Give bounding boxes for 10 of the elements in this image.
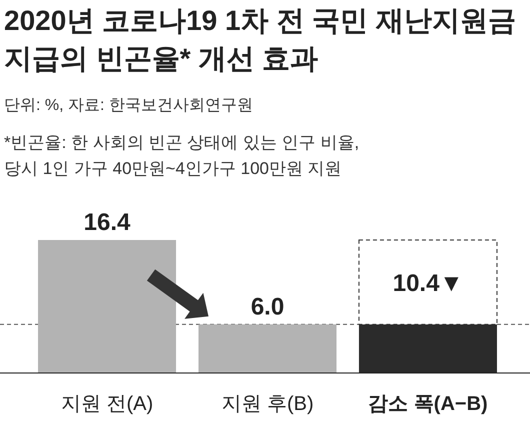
chart-title: 2020년 코로나19 1차 전 국민 재난지원금 지급의 빈곤율* 개선 효과 (4, 5, 516, 74)
data-label: 6.0 (250, 293, 284, 320)
x-tick-label: 지원 전(A) (60, 393, 154, 415)
text: 당시 1인 가구 40만원~4인가구 100만원 지원 (4, 159, 342, 178)
data-label: 16.4 (84, 209, 132, 236)
x-tick-label: 지원 후(B) (221, 393, 314, 415)
data-label: 10.4▼ (392, 270, 464, 298)
text: *빈곤율: 한 사회의 빈곤 상태에 있는 인구 비율, (4, 133, 360, 152)
chart-subtitle: 단위: %, 자료: 한국보건사회연구원 (4, 97, 253, 114)
x-tick-label: 감소 폭(A−B) (368, 393, 488, 415)
